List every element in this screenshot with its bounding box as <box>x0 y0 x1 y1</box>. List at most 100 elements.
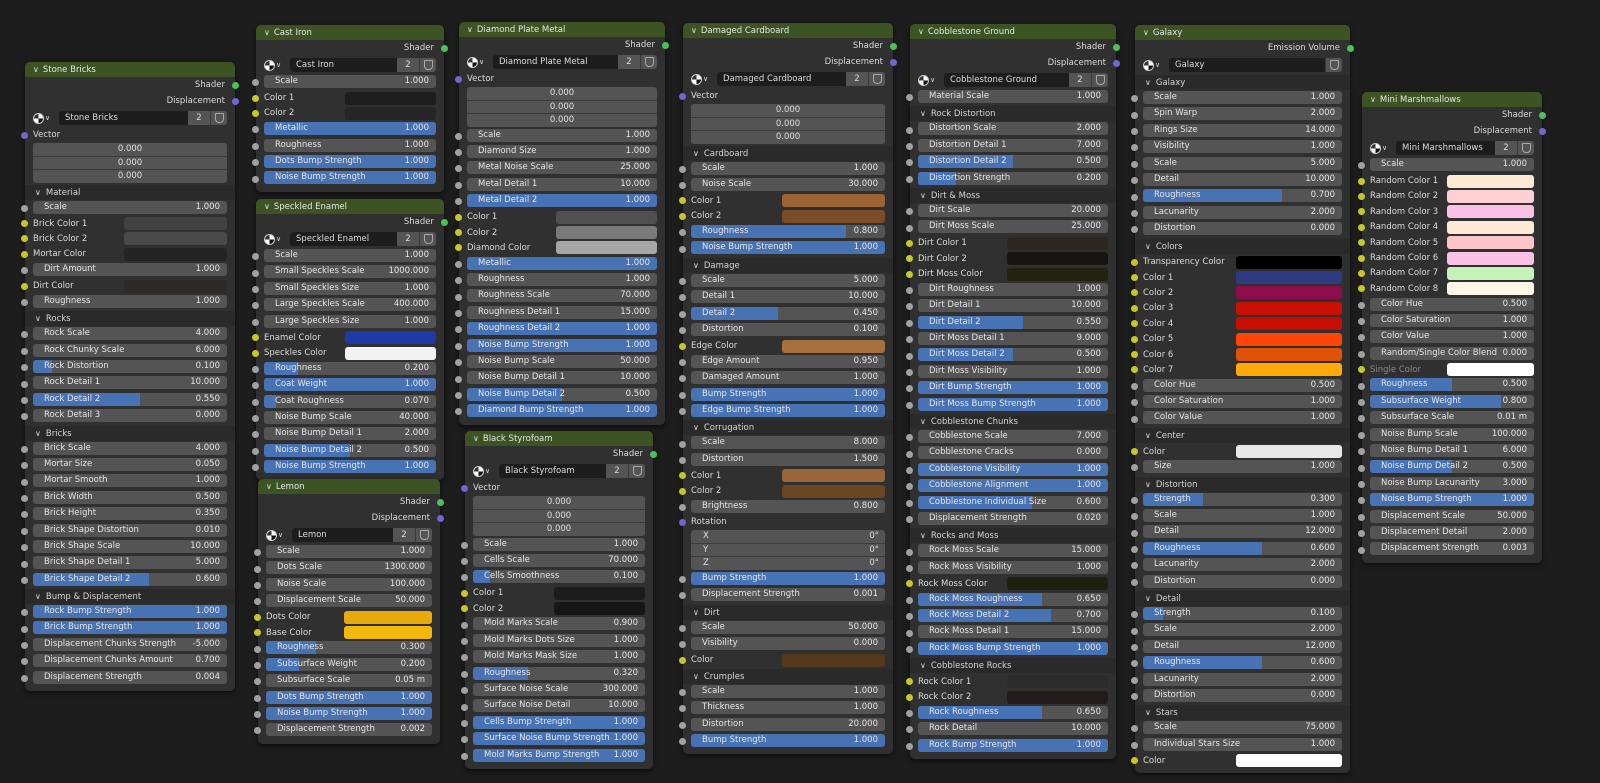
color-swatch[interactable] <box>1007 236 1108 250</box>
value-slider[interactable]: Scale 50.000 <box>691 620 885 634</box>
color-swatch[interactable] <box>1236 255 1342 269</box>
float-socket-icon[interactable] <box>1358 399 1365 407</box>
float-socket-icon[interactable] <box>679 375 686 383</box>
material-browse-button[interactable]: ∨ <box>33 111 59 125</box>
value-slider[interactable]: Metal Detail 1 10.000 <box>467 177 657 191</box>
color-swatch[interactable] <box>1236 286 1342 300</box>
rotation-x-field[interactable]: X 0° <box>691 530 885 544</box>
color-socket-icon[interactable] <box>1131 448 1138 455</box>
float-socket-icon[interactable] <box>679 358 686 366</box>
material-name-field[interactable]: Lemon <box>292 528 393 542</box>
fake-user-shield-icon[interactable] <box>1517 141 1534 155</box>
rotation-y-field[interactable]: Y 0° <box>691 543 885 558</box>
color-swatch[interactable] <box>1007 267 1108 281</box>
value-slider[interactable]: Distortion Scale 2.000 <box>918 122 1108 136</box>
color-socket-icon[interactable] <box>461 589 468 597</box>
value-slider[interactable]: Cells Smoothness 0.100 <box>473 570 645 584</box>
value-slider[interactable]: Roughness 0.320 <box>473 666 645 680</box>
float-socket-icon[interactable] <box>252 126 259 134</box>
float-socket-icon[interactable] <box>679 624 686 632</box>
float-socket-icon[interactable] <box>21 478 28 486</box>
float-socket-icon[interactable] <box>1131 127 1138 135</box>
color-swatch[interactable] <box>1007 252 1108 266</box>
float-socket-icon[interactable] <box>1358 530 1365 538</box>
material-name-field[interactable]: Cast Iron <box>290 58 397 72</box>
value-slider[interactable]: Scale 1.000 <box>264 249 436 262</box>
float-socket-icon[interactable] <box>461 703 468 711</box>
vector-socket-icon[interactable] <box>679 519 686 527</box>
value-slider[interactable]: Rock Detail 3 0.000 <box>33 409 227 423</box>
color-swatch[interactable] <box>781 469 885 483</box>
float-socket-icon[interactable] <box>1131 111 1138 119</box>
collapse-chevron-icon[interactable]: ∨ <box>918 27 924 36</box>
value-slider[interactable]: Large Speckles Scale 400.000 <box>264 298 436 312</box>
panel-damage[interactable]: ∨ Damage <box>683 257 893 273</box>
vector-component-field[interactable]: 0.000 <box>467 114 657 127</box>
float-socket-icon[interactable] <box>679 641 686 649</box>
node-cast-iron[interactable]: ∨ Cast Iron Shader ∨ Cast Iron 2 Scale 1.000 Col… <box>252 25 448 192</box>
color-swatch[interactable] <box>1447 282 1534 296</box>
value-slider[interactable]: Strength 0.300 <box>1143 492 1342 506</box>
value-slider[interactable]: Roughness 1.000 <box>467 273 657 287</box>
fake-user-shield-icon[interactable] <box>415 528 432 542</box>
value-slider[interactable]: Individual Stars Size 1.000 <box>1143 737 1342 751</box>
float-socket-icon[interactable] <box>21 511 28 519</box>
value-slider[interactable]: Surface Noise Detail 10.000 <box>473 699 645 713</box>
value-slider[interactable]: Detail 1 10.000 <box>691 290 885 304</box>
float-socket-icon[interactable] <box>21 494 28 502</box>
collapse-chevron-icon[interactable]: ∨ <box>1143 28 1149 37</box>
float-socket-icon[interactable] <box>679 738 686 746</box>
fake-user-shield-icon[interactable] <box>1325 58 1342 72</box>
value-slider[interactable]: Rock Moss Bump Strength 1.000 <box>918 641 1108 655</box>
color-swatch[interactable] <box>123 279 227 293</box>
float-socket-icon[interactable] <box>906 467 913 474</box>
color-swatch[interactable] <box>344 626 432 640</box>
float-socket-icon[interactable] <box>461 736 468 744</box>
value-slider[interactable]: Displacement Chunks Strength -5.000 <box>33 637 227 651</box>
node-black-styrofoam[interactable]: ∨ Black Styrofoam Shader ∨ Black Styrofoam 2 V… <box>461 431 657 769</box>
float-socket-icon[interactable] <box>906 336 913 344</box>
float-socket-icon[interactable] <box>252 269 259 277</box>
value-slider[interactable]: Scale 1.000 <box>1143 508 1342 522</box>
color-swatch[interactable] <box>1447 363 1534 377</box>
fake-user-shield-icon[interactable] <box>1091 73 1108 87</box>
value-slider[interactable]: Lacunarity 2.000 <box>1143 558 1342 572</box>
float-socket-icon[interactable] <box>906 385 913 393</box>
float-socket-icon[interactable] <box>906 142 913 150</box>
value-slider[interactable]: Rock Chunky Scale 6.000 <box>33 343 227 357</box>
fake-user-shield-icon[interactable] <box>419 58 436 72</box>
float-socket-icon[interactable] <box>252 447 259 455</box>
material-browse-button[interactable]: ∨ <box>264 58 290 72</box>
value-slider[interactable]: Noise Bump Strength 1.000 <box>264 460 436 474</box>
node-header[interactable]: ∨ Lemon <box>258 479 440 494</box>
value-slider[interactable]: Material Scale 1.000 <box>918 90 1108 103</box>
float-socket-icon[interactable] <box>455 326 462 334</box>
value-slider[interactable]: Rock Distortion 0.100 <box>33 360 227 374</box>
material-browse-button[interactable]: ∨ <box>1370 141 1396 155</box>
node-header[interactable]: ∨ Speckled Enamel <box>256 199 444 214</box>
material-users-count[interactable]: 2 <box>606 464 628 478</box>
material-users-count[interactable]: 2 <box>188 111 210 125</box>
vector-socket-icon[interactable] <box>21 132 28 139</box>
color-socket-icon[interactable] <box>1358 285 1365 293</box>
value-slider[interactable]: Large Speckles Size 1.000 <box>264 314 436 328</box>
material-selector[interactable]: ∨ Stone Bricks 2 <box>33 110 227 126</box>
float-socket-icon[interactable] <box>21 674 28 682</box>
value-slider[interactable]: Noise Bump Scale 40.000 <box>264 410 436 424</box>
fake-user-shield-icon[interactable] <box>419 232 436 246</box>
value-slider[interactable]: Brick Shape Scale 10.000 <box>33 539 227 553</box>
value-slider[interactable]: Lacunarity 2.000 <box>1143 205 1342 219</box>
value-slider[interactable]: Scale 1.000 <box>1143 91 1342 104</box>
float-socket-icon[interactable] <box>1358 415 1365 423</box>
float-socket-icon[interactable] <box>1358 448 1365 456</box>
float-socket-icon[interactable] <box>252 431 259 439</box>
value-slider[interactable]: Brick Height 0.350 <box>33 507 227 521</box>
material-name-field[interactable]: Black Styrofoam <box>499 464 606 478</box>
value-slider[interactable]: Dirt Detail 1 10.000 <box>918 299 1108 313</box>
float-socket-icon[interactable] <box>1358 382 1365 390</box>
panel-bricks[interactable]: ∨ Bricks <box>25 425 235 441</box>
float-socket-icon[interactable] <box>252 79 259 87</box>
color-socket-icon[interactable] <box>679 656 686 664</box>
value-slider[interactable]: Displacement Detail 2.000 <box>1370 525 1534 539</box>
value-slider[interactable]: Dots Bump Strength 1.000 <box>266 690 432 704</box>
